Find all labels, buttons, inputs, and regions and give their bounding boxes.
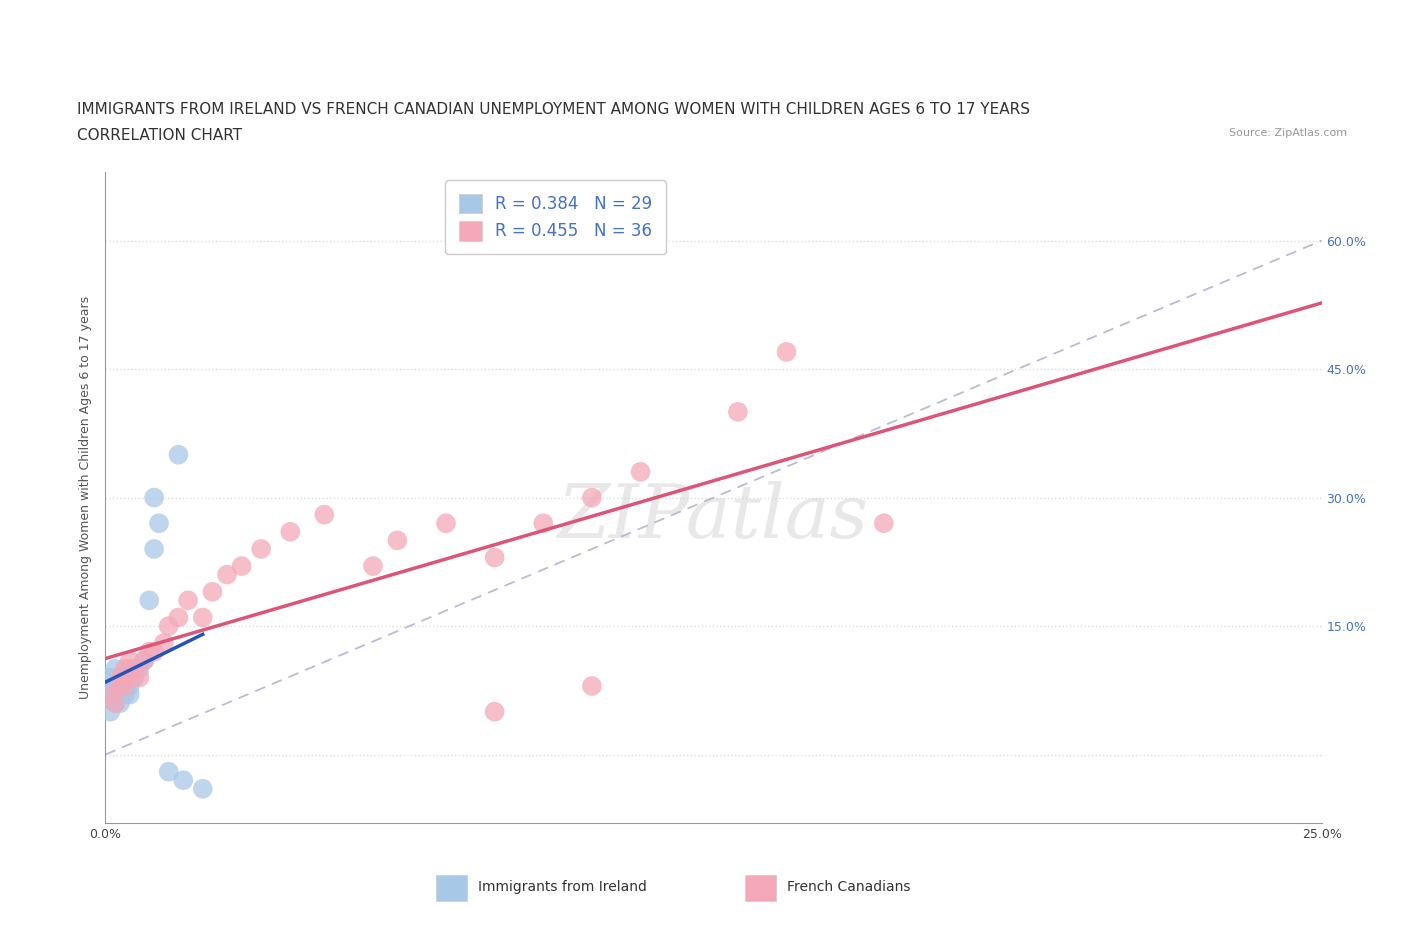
Point — [217, 567, 239, 582]
Point — [118, 687, 141, 702]
Point — [98, 704, 121, 719]
Point — [143, 490, 166, 505]
Text: CORRELATION CHART: CORRELATION CHART — [77, 128, 242, 143]
Text: Source: ZipAtlas.com: Source: ZipAtlas.com — [1229, 128, 1347, 139]
Point — [114, 687, 136, 702]
Point — [484, 704, 506, 719]
Point — [191, 781, 214, 796]
Point — [118, 661, 141, 676]
Point — [114, 661, 136, 676]
Point — [104, 696, 127, 711]
Point — [387, 533, 409, 548]
Point — [278, 525, 301, 539]
Point — [108, 670, 131, 684]
Point — [581, 679, 603, 694]
Point — [177, 593, 200, 608]
Text: IMMIGRANTS FROM IRELAND VS FRENCH CANADIAN UNEMPLOYMENT AMONG WOMEN WITH CHILDRE: IMMIGRANTS FROM IRELAND VS FRENCH CANADI… — [77, 102, 1031, 117]
Point — [98, 687, 121, 702]
Point — [434, 516, 457, 531]
Text: Immigrants from Ireland: Immigrants from Ireland — [478, 880, 647, 894]
Point — [630, 464, 652, 479]
Y-axis label: Unemployment Among Women with Children Ages 6 to 17 years: Unemployment Among Women with Children A… — [79, 296, 93, 699]
Point — [157, 764, 180, 779]
Point — [104, 661, 127, 676]
Text: ZIPatlas: ZIPatlas — [558, 481, 869, 553]
Point — [148, 516, 170, 531]
Point — [108, 687, 131, 702]
Point — [727, 405, 749, 419]
Point — [114, 679, 136, 694]
Point — [124, 661, 146, 676]
Point — [138, 644, 160, 659]
Point — [873, 516, 896, 531]
Point — [143, 541, 166, 556]
Point — [108, 679, 131, 694]
Point — [531, 516, 554, 531]
Point — [134, 653, 156, 668]
Point — [98, 687, 121, 702]
Point — [118, 679, 141, 694]
Point — [167, 610, 190, 625]
Point — [118, 670, 141, 684]
Point — [108, 679, 131, 694]
Point — [775, 344, 797, 359]
Point — [94, 679, 117, 694]
Point — [153, 636, 176, 651]
Point — [98, 670, 121, 684]
Text: French Canadians: French Canadians — [787, 880, 911, 894]
Point — [104, 687, 127, 702]
Point — [201, 584, 224, 599]
Point — [114, 670, 136, 684]
Point — [138, 593, 160, 608]
Point — [134, 653, 156, 668]
Point — [172, 773, 194, 788]
Point — [231, 559, 253, 574]
Legend: R = 0.384   N = 29, R = 0.455   N = 36: R = 0.384 N = 29, R = 0.455 N = 36 — [446, 180, 665, 254]
Point — [361, 559, 384, 574]
FancyBboxPatch shape — [745, 875, 776, 901]
Point — [128, 661, 150, 676]
Point — [128, 670, 150, 684]
Point — [314, 507, 336, 522]
Point — [108, 696, 131, 711]
FancyBboxPatch shape — [436, 875, 467, 901]
Point — [114, 679, 136, 694]
Point — [104, 679, 127, 694]
Point — [143, 644, 166, 659]
Point — [167, 447, 190, 462]
Point — [118, 653, 141, 668]
Point — [157, 618, 180, 633]
Point — [104, 696, 127, 711]
Point — [124, 670, 146, 684]
Point — [250, 541, 273, 556]
Point — [581, 490, 603, 505]
Point — [484, 550, 506, 565]
Point — [108, 670, 131, 684]
Point — [191, 610, 214, 625]
